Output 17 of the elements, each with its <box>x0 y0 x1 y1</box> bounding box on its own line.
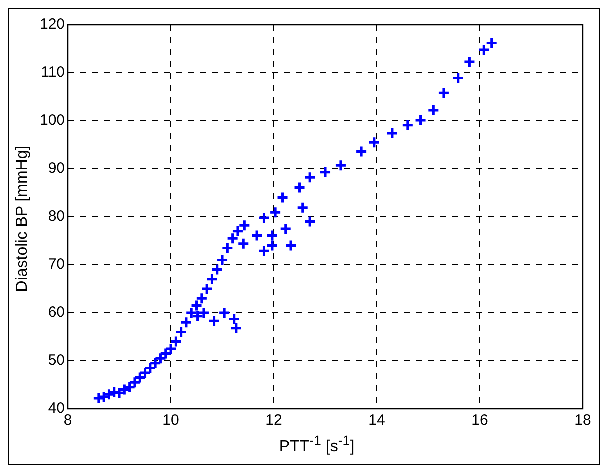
y-tick-label: 70 <box>48 256 66 274</box>
y-tick-label: 40 <box>48 400 66 418</box>
y-tick-label: 80 <box>48 208 66 226</box>
y-tick-label: 60 <box>48 304 66 322</box>
x-tick-label: 12 <box>266 412 282 430</box>
x-tick-label: 14 <box>368 412 386 430</box>
x-axis-title: PTT$^{-1}$ [s$^{-1}$] <box>278 433 356 456</box>
y-tick-label: 120 <box>40 16 66 34</box>
y-axis-title: Diastolic BP [mmHg] <box>14 146 32 292</box>
y-tick-label: 110 <box>41 64 66 82</box>
x-tick-label: 8 <box>64 412 72 430</box>
x-tick-label: 18 <box>574 412 592 430</box>
y-tick-label: 50 <box>48 352 66 370</box>
x-tick-label: 10 <box>162 412 180 430</box>
x-tick-label: 16 <box>472 412 488 430</box>
y-tick-label: 90 <box>48 160 66 178</box>
y-tick-label: 100 <box>40 112 66 130</box>
